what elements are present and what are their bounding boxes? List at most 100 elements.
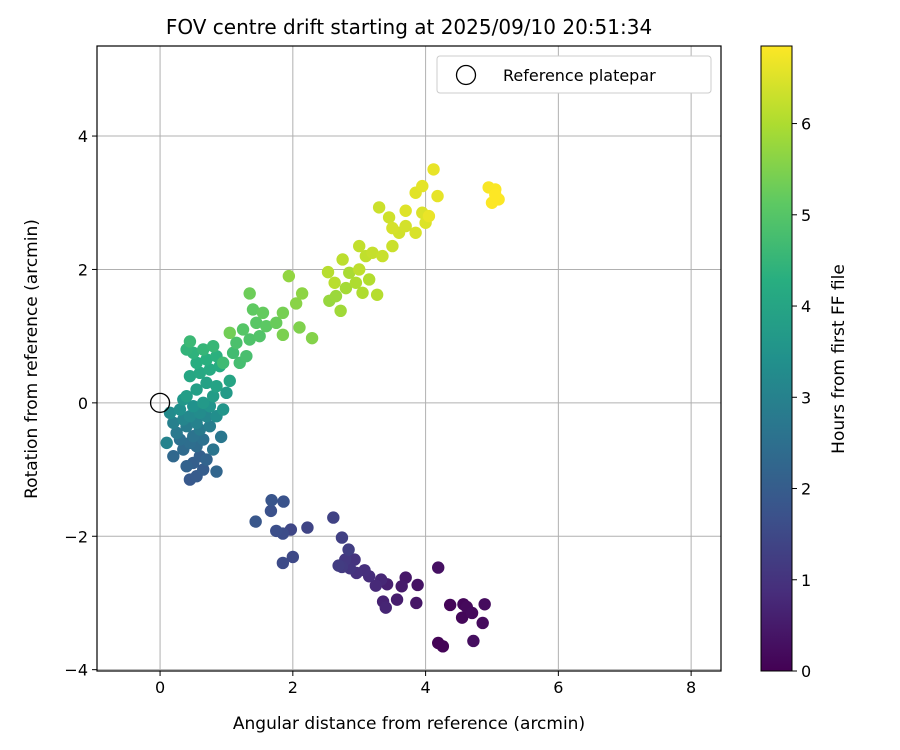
data-points xyxy=(160,163,505,653)
data-point xyxy=(369,579,383,592)
data-point xyxy=(431,189,444,203)
x-tick-label: 4 xyxy=(421,678,431,697)
data-point xyxy=(382,211,396,224)
data-point xyxy=(170,426,183,440)
colorbar-gradient xyxy=(760,45,793,672)
y-axis-label: Rotation from reference (arcmin) xyxy=(22,219,42,499)
data-point xyxy=(432,561,445,574)
data-point xyxy=(416,179,429,193)
data-point xyxy=(226,346,240,360)
data-point xyxy=(379,601,392,614)
data-point xyxy=(260,319,273,333)
data-point xyxy=(301,521,314,534)
data-point xyxy=(197,433,210,446)
data-point xyxy=(210,465,223,478)
legend: Reference platepar xyxy=(436,55,712,94)
data-point xyxy=(216,356,230,370)
data-point xyxy=(256,306,270,320)
data-point xyxy=(409,226,422,239)
data-point xyxy=(467,634,480,648)
data-point xyxy=(343,266,356,279)
data-point xyxy=(183,335,197,348)
colorbar-tick-label: 1 xyxy=(801,571,811,590)
data-point xyxy=(342,543,355,556)
data-point xyxy=(223,374,236,388)
data-point xyxy=(250,316,263,330)
data-point xyxy=(276,556,290,570)
y-tick-label: 2 xyxy=(78,260,88,279)
data-point xyxy=(190,356,203,370)
reference-platepar-marker xyxy=(149,392,171,414)
data-point xyxy=(243,333,256,346)
data-point xyxy=(180,460,193,473)
colorbar-tick-label: 0 xyxy=(801,662,811,681)
data-point xyxy=(465,606,479,620)
plot-area: 0 2 4 6 8 −4 −2 0 2 4 xyxy=(64,45,722,697)
data-point xyxy=(203,363,217,376)
data-point xyxy=(411,578,424,592)
data-point xyxy=(243,287,256,300)
data-point xyxy=(334,304,347,318)
data-point xyxy=(289,297,303,310)
data-point xyxy=(276,306,290,320)
data-point xyxy=(183,369,197,383)
data-point xyxy=(193,366,207,380)
data-point xyxy=(478,598,491,611)
data-point xyxy=(277,495,290,508)
data-point xyxy=(410,596,423,610)
data-point xyxy=(376,249,389,263)
data-point xyxy=(160,436,173,450)
colorbar-ticks: 0 1 2 3 4 5 6 xyxy=(792,115,811,681)
y-tick-label: −2 xyxy=(64,527,88,546)
data-point xyxy=(286,550,300,564)
data-point xyxy=(216,403,230,416)
data-point xyxy=(270,316,283,330)
data-point xyxy=(366,246,379,259)
data-point xyxy=(282,269,296,283)
data-point xyxy=(236,323,250,336)
data-point xyxy=(197,396,210,410)
data-point xyxy=(206,339,220,353)
data-point xyxy=(386,221,399,235)
data-point xyxy=(305,331,319,345)
data-point xyxy=(197,343,210,356)
colorbar-tick-label: 2 xyxy=(801,480,811,499)
data-point xyxy=(339,281,353,295)
legend-box xyxy=(436,55,712,94)
data-point xyxy=(427,163,440,176)
data-point xyxy=(210,379,223,393)
data-point xyxy=(187,399,200,413)
data-point xyxy=(265,494,278,507)
colorbar-tick-label: 3 xyxy=(801,388,811,407)
data-point xyxy=(200,353,213,366)
data-point xyxy=(173,403,187,416)
data-point xyxy=(190,383,203,396)
data-point xyxy=(200,453,213,466)
y-tick-label: 4 xyxy=(78,127,88,146)
data-point xyxy=(200,376,213,390)
data-point xyxy=(349,276,363,289)
legend-label-reference-platepar: Reference platepar xyxy=(503,66,656,85)
x-axis-label: Angular distance from reference (arcmin) xyxy=(233,714,585,734)
x-tick-label: 2 xyxy=(288,678,298,697)
y-axis-ticks: −4 −2 0 2 4 xyxy=(64,127,97,680)
legend-open-circle-icon xyxy=(455,64,477,86)
data-point xyxy=(332,559,345,572)
data-point xyxy=(370,288,384,301)
x-tick-label: 0 xyxy=(155,678,165,697)
plot-frame xyxy=(96,45,722,672)
data-point xyxy=(203,420,217,433)
colorbar-tick-label: 4 xyxy=(801,297,811,316)
data-point xyxy=(353,239,366,253)
data-point xyxy=(249,515,262,528)
data-point xyxy=(422,209,436,223)
data-point xyxy=(230,336,243,350)
colorbar: 0 1 2 3 4 5 6 Hours from first FF file xyxy=(760,45,849,681)
data-point xyxy=(270,524,283,538)
chart-title: FOV centre drift starting at 2025/09/10 … xyxy=(166,15,652,39)
data-point xyxy=(327,511,340,524)
data-point xyxy=(276,328,290,342)
data-point xyxy=(167,450,180,463)
data-point xyxy=(399,219,412,233)
